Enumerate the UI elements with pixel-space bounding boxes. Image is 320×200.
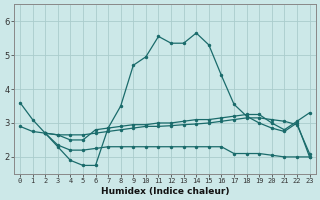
X-axis label: Humidex (Indice chaleur): Humidex (Indice chaleur) [100, 187, 229, 196]
